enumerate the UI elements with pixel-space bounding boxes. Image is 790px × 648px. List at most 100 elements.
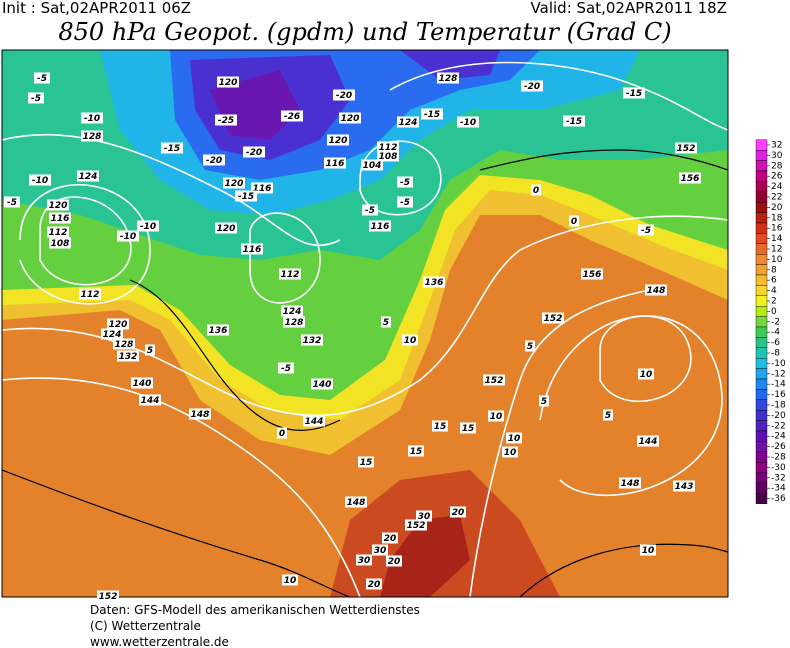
contour-label-box	[324, 157, 346, 169]
contour-label-box	[241, 243, 263, 255]
contour-label: 15	[434, 422, 447, 432]
contour-label: 5	[383, 318, 389, 328]
contour-label-box	[301, 334, 323, 346]
contour-label-box	[640, 544, 656, 556]
isohypse	[249, 212, 321, 304]
contour-label-box	[381, 316, 391, 328]
contour-label-box	[282, 574, 298, 586]
contour-label: 144	[141, 396, 160, 406]
contour-label-box	[281, 305, 303, 317]
contour-label: 120	[217, 224, 236, 234]
colorbar-swatch	[755, 430, 768, 442]
contour-label-box	[113, 338, 135, 350]
isotherm	[2, 469, 351, 597]
contour-label-box	[29, 174, 51, 186]
contour-label-box	[47, 226, 69, 238]
colorbar-swatch	[755, 191, 768, 203]
contour-label: 10	[404, 336, 417, 346]
contour-label-box	[281, 110, 303, 122]
contour-label-box	[645, 284, 667, 296]
contour-label: -20	[524, 82, 540, 92]
contour-label-box	[638, 224, 654, 236]
contour-label: -5	[37, 74, 47, 84]
contour-label-box	[339, 112, 361, 124]
contour-label: 120	[225, 179, 244, 189]
colorbar-label: 30	[771, 151, 783, 161]
contour-label-box	[539, 395, 549, 407]
contour-label: 120	[219, 78, 238, 88]
contour-label: 0	[571, 217, 577, 227]
colorbar-label: -30	[771, 463, 786, 473]
colorbar-label: 4	[771, 286, 777, 296]
contour-label: 112	[379, 143, 398, 153]
colorbar-label: -2	[771, 317, 780, 327]
colorbar-swatch	[755, 212, 768, 224]
contour-label: 156	[681, 174, 700, 184]
colorbar-label: 20	[771, 203, 783, 213]
contour-label: -10	[84, 114, 100, 124]
colorbar-swatch	[755, 472, 768, 484]
colorbar-label: -34	[771, 484, 786, 494]
contour-label-box	[377, 150, 399, 162]
contour-label-box	[117, 230, 139, 242]
contour-label: -15	[164, 144, 180, 154]
contour-label: 20	[452, 508, 465, 518]
colorbar-label: -24	[771, 432, 786, 442]
contour-label: 132	[119, 352, 138, 362]
contour-label: -25	[218, 116, 234, 126]
contour-label-box	[377, 141, 399, 153]
contour-label: 140	[313, 380, 332, 390]
contour-label-box	[333, 89, 355, 101]
contour-label-box	[251, 182, 273, 194]
contour-label: 116	[253, 184, 272, 194]
colorbar-label: -32	[771, 473, 786, 483]
contour-label: -5	[281, 364, 291, 374]
colorbar-swatch	[755, 181, 768, 192]
colorbar-swatch	[755, 316, 768, 328]
contour-label-box	[450, 506, 466, 518]
contour-label-box	[131, 377, 153, 389]
contour-label: -5	[365, 206, 375, 216]
colorbar-label: 8	[771, 265, 777, 275]
contour-label-box	[361, 159, 383, 171]
colorbar-swatch	[755, 243, 768, 255]
contour-label-box	[581, 268, 603, 280]
contour-label: 143	[675, 482, 694, 492]
contour-label-box	[4, 196, 20, 208]
contour-label-box	[437, 72, 459, 84]
contour-label: 10	[504, 448, 517, 458]
contour-label-box	[358, 456, 374, 468]
contour-label-box	[28, 92, 44, 104]
contour-label: 148	[191, 410, 210, 420]
contour-label-box	[189, 408, 211, 420]
contour-label-box	[49, 212, 71, 224]
isohypse	[2, 377, 361, 597]
colorbar-swatch	[755, 441, 768, 452]
contour-label: 144	[305, 417, 324, 427]
contour-label-box	[619, 477, 641, 489]
colorbar-swatch	[755, 462, 768, 473]
contour-label: 5	[147, 346, 153, 356]
contour-label: 152	[677, 144, 696, 154]
contour-label-box	[675, 142, 697, 154]
contour-label: -20	[206, 156, 222, 166]
contour-label: -10	[120, 232, 136, 242]
colorbar-label: -12	[771, 369, 786, 379]
colorbar-swatch	[755, 389, 768, 400]
isohypse	[469, 289, 651, 597]
colorbar-label: 32	[771, 141, 782, 151]
colorbar-swatch	[755, 274, 768, 286]
contour-label-box	[77, 170, 99, 182]
contour-label-box	[81, 112, 103, 124]
cold-field-north	[400, 50, 500, 80]
contour-label-box	[97, 590, 119, 602]
valid-time: Valid: Sat,02APR2011 18Z	[531, 0, 727, 17]
contour-label-box	[569, 215, 579, 227]
colorbar-label: 22	[771, 193, 782, 203]
colorbar-swatch	[755, 285, 768, 296]
contour-label-box	[421, 108, 443, 120]
colorbar-label: -16	[771, 390, 786, 400]
contour-label-box	[408, 445, 424, 457]
contour-label-box	[161, 142, 183, 154]
